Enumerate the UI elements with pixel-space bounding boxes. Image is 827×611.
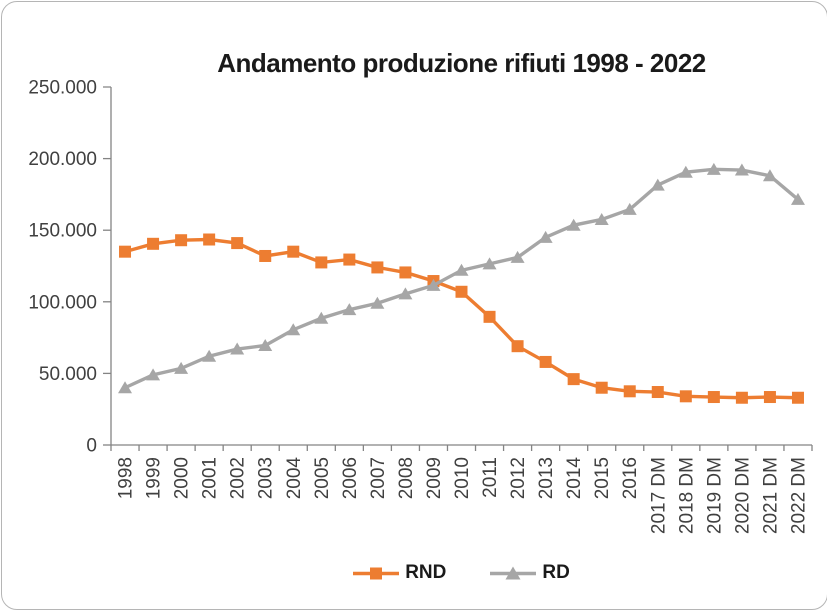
rnd-marker [203, 233, 216, 246]
chart-legend: RND RD [111, 560, 812, 586]
rd-marker [594, 212, 609, 225]
x-axis-label: 2020 DM [732, 457, 753, 534]
rnd-marker [287, 245, 300, 258]
rnd-marker [511, 340, 524, 353]
rnd-marker [483, 310, 496, 323]
x-axis-label: 2018 DM [676, 457, 697, 534]
rd-marker [538, 230, 553, 243]
y-axis-label: 100.000 [28, 292, 97, 313]
x-axis-label: 2001 [200, 457, 221, 499]
rd-marker [734, 163, 749, 176]
rnd-marker [119, 245, 132, 258]
x-axis-label: 2010 [452, 457, 473, 499]
x-axis-label: 2016 [620, 457, 641, 499]
rnd-marker [567, 373, 580, 386]
rnd-marker [147, 237, 160, 250]
legend-item-rnd: RND [353, 562, 446, 584]
chart-title: Andamento produzione rifiuti 1998 - 2022 [217, 48, 706, 78]
rd-marker [202, 349, 217, 362]
rnd-marker [399, 266, 412, 279]
x-axis-label: 2009 [424, 457, 445, 499]
rnd-marker [315, 256, 328, 269]
rnd-marker [371, 261, 384, 274]
x-axis-label: 1999 [144, 457, 165, 499]
rnd-marker [455, 285, 468, 298]
x-axis-label: 2005 [312, 457, 333, 499]
x-axis-label: 2022 DM [788, 457, 809, 534]
rd-marker [146, 368, 161, 381]
rnd-marker [175, 234, 188, 247]
legend-item-rd: RD [490, 562, 570, 584]
x-axis-label: 2003 [256, 457, 277, 499]
rd-marker [622, 202, 637, 215]
rd-marker [566, 218, 581, 231]
rd-marker [258, 338, 273, 351]
x-axis-label: 2004 [284, 457, 305, 500]
y-axis-label: 250.000 [28, 78, 97, 99]
x-axis-label: 2011 [480, 457, 501, 498]
rnd-series-line [124, 237, 799, 400]
x-axis-label: 2013 [536, 457, 557, 499]
y-axis-label: 150.000 [28, 221, 97, 242]
rd-marker [650, 178, 665, 191]
rnd-marker [259, 249, 272, 262]
rd-marker [482, 257, 497, 270]
rd-marker [342, 303, 357, 316]
rnd-marker [539, 355, 552, 368]
rd-marker [790, 192, 805, 205]
x-axis-label: 2015 [592, 457, 613, 499]
x-axis-label: 2021 DM [760, 457, 781, 534]
rnd-legend-square [370, 567, 383, 579]
x-axis-label: 1998 [116, 457, 137, 499]
rnd-marker [763, 391, 776, 404]
rnd-marker [707, 391, 720, 404]
rd-marker [174, 361, 189, 374]
rnd-marker [679, 390, 692, 403]
rd-marker [510, 250, 525, 263]
x-axis-label: 2006 [340, 457, 361, 499]
rd-marker [454, 263, 469, 276]
legend-label-rnd: RND [405, 562, 447, 583]
rd-marker [118, 381, 133, 394]
rd-marker [426, 278, 441, 291]
rd-marker [678, 165, 693, 178]
x-axis-label: 2000 [172, 457, 193, 499]
rnd-marker [735, 391, 748, 404]
y-axis-label: 0 [86, 436, 97, 457]
y-axis-label: 50.000 [39, 364, 97, 385]
rnd-marker [231, 237, 244, 250]
rnd-marker [651, 386, 664, 399]
x-axis-label: 2008 [396, 457, 417, 499]
rd-series-line [124, 167, 800, 390]
rnd-legend-marker-icon [353, 567, 400, 579]
x-axis-label: 2012 [508, 457, 529, 499]
x-axis-label: 2019 DM [704, 457, 725, 534]
rd-marker [230, 342, 245, 355]
x-axis-label: 2017 DM [648, 457, 669, 534]
rd-legend-triangle [505, 566, 521, 579]
x-axis-label: 2002 [228, 457, 249, 499]
rnd-marker [595, 381, 608, 394]
rd-marker [398, 287, 413, 300]
rnd-marker [791, 391, 804, 404]
rd-marker [762, 169, 777, 182]
rd-marker [314, 311, 329, 324]
rnd-marker [623, 385, 636, 398]
rd-marker [706, 162, 721, 175]
rd-legend-marker-icon [490, 566, 537, 579]
x-axis-label: 2007 [368, 457, 389, 499]
x-axis-label: 2014 [564, 457, 585, 500]
rd-marker [286, 323, 301, 336]
rnd-marker [343, 253, 356, 266]
y-axis-label: 200.000 [28, 149, 97, 170]
legend-label-rd: RD [542, 562, 570, 583]
rd-marker [370, 296, 385, 309]
